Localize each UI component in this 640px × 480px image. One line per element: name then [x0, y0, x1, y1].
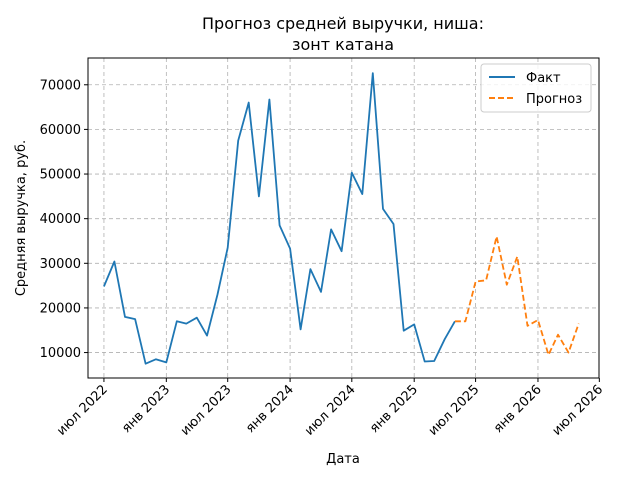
chart-title-line-2: зонт катана: [292, 35, 394, 54]
plot-frame: [87, 57, 600, 379]
series-line-fact: [103, 72, 456, 365]
y-axis-ticks: 10000 20000 30000 40000 50000 60000 70000: [40, 78, 88, 361]
legend: Факт Прогноз: [480, 63, 592, 113]
grid: [88, 58, 599, 378]
y-tick-label: 30000: [40, 257, 81, 272]
y-tick-label: 10000: [40, 346, 81, 361]
y-tick-label: 70000: [40, 78, 81, 93]
y-tick-label: 50000: [40, 168, 81, 183]
y-axis-label: Средняя выручка, руб.: [14, 140, 29, 296]
chart-title-line-1: Прогноз средней выручки, ниша:: [202, 14, 484, 33]
y-tick-label: 60000: [40, 123, 81, 138]
x-axis-label: Дата: [326, 452, 360, 467]
y-tick-label: 20000: [40, 301, 81, 316]
y-tick-label: 40000: [40, 212, 81, 227]
legend-label-fact: Факт: [526, 71, 561, 86]
series-line-forecast: [454, 235, 580, 356]
legend-label-forecast: Прогноз: [526, 92, 582, 107]
series-lines: [103, 72, 580, 365]
